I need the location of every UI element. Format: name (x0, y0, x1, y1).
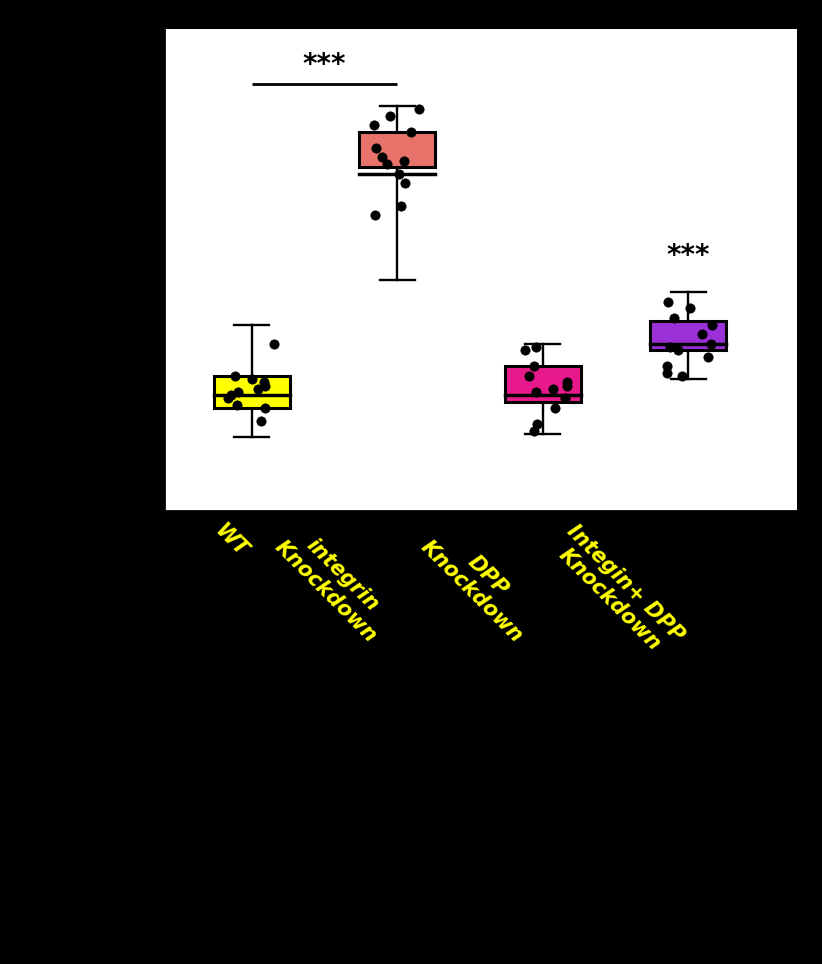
Text: ***: *** (667, 242, 710, 270)
Point (395, 198, 408, 213)
Bar (505, 366, 580, 402)
Point (267, 336, 280, 352)
Point (384, 108, 397, 123)
Point (661, 365, 674, 381)
Point (695, 327, 709, 342)
Point (561, 375, 574, 390)
Text: Integin+ DPP
Knockdown: Integin+ DPP Knockdown (547, 521, 688, 661)
Point (522, 368, 535, 384)
Point (369, 207, 382, 223)
Point (259, 400, 272, 415)
Point (706, 317, 719, 333)
Point (662, 294, 675, 309)
Point (392, 166, 405, 181)
Point (518, 342, 531, 358)
Text: ***: *** (302, 51, 346, 79)
Point (546, 381, 559, 396)
Point (404, 124, 418, 140)
Point (232, 385, 245, 400)
Point (367, 118, 381, 133)
Bar (214, 376, 289, 408)
Point (369, 140, 382, 155)
Point (224, 388, 238, 403)
Point (561, 378, 574, 393)
Point (530, 416, 543, 432)
Point (258, 378, 271, 393)
Point (527, 423, 540, 439)
Point (663, 339, 677, 355)
Point (671, 342, 684, 358)
Y-axis label: Plasmatocyte differentiation
index: Plasmatocyte differentiation index (53, 79, 105, 461)
Point (230, 397, 243, 413)
Point (245, 371, 258, 387)
Point (399, 175, 412, 191)
Point (704, 336, 718, 352)
Point (252, 381, 265, 396)
Point (413, 101, 426, 117)
Point (529, 385, 543, 400)
Point (257, 375, 270, 390)
Point (676, 368, 689, 384)
Point (667, 310, 681, 326)
Point (397, 153, 410, 169)
Point (660, 359, 673, 374)
Point (529, 339, 543, 355)
Text: integrin
Knockdown: integrin Knockdown (271, 521, 397, 647)
Point (548, 400, 561, 415)
Point (376, 149, 389, 165)
Point (381, 156, 394, 172)
Text: WT: WT (211, 521, 252, 561)
Point (254, 414, 267, 429)
Point (559, 390, 572, 406)
Point (229, 368, 242, 384)
Bar (359, 132, 435, 167)
Point (221, 390, 234, 406)
Point (527, 359, 540, 374)
Text: DPP
Knockdown: DPP Knockdown (417, 521, 543, 647)
Bar (650, 321, 726, 350)
Point (684, 301, 697, 316)
Point (702, 349, 715, 364)
